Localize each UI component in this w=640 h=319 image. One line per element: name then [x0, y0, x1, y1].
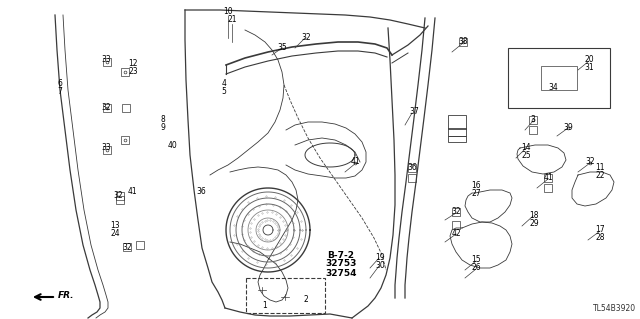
Text: 7: 7: [58, 86, 63, 95]
Text: 32: 32: [101, 102, 111, 112]
Bar: [123, 243, 131, 251]
Text: B-7-2: B-7-2: [328, 250, 355, 259]
Text: 35: 35: [277, 42, 287, 51]
Text: 31: 31: [584, 63, 594, 72]
Text: 34: 34: [548, 84, 558, 93]
Text: 26: 26: [471, 263, 481, 272]
Bar: [448, 128, 466, 136]
Bar: [103, 104, 111, 112]
Bar: [448, 115, 466, 129]
Text: 4: 4: [221, 78, 227, 87]
Text: 42: 42: [451, 228, 461, 238]
Text: 16: 16: [471, 181, 481, 189]
Text: 10: 10: [223, 8, 233, 17]
Text: 30: 30: [375, 262, 385, 271]
Bar: [408, 164, 416, 172]
Text: FR.: FR.: [58, 291, 74, 300]
Text: 41: 41: [543, 174, 553, 182]
Text: 32: 32: [113, 191, 123, 201]
Bar: [529, 116, 537, 124]
Bar: [121, 136, 129, 144]
Bar: [116, 196, 124, 204]
Bar: [246, 278, 325, 313]
Bar: [508, 48, 610, 108]
Text: 24: 24: [110, 228, 120, 238]
Text: 25: 25: [521, 151, 531, 160]
Text: 33: 33: [101, 56, 111, 64]
Bar: [529, 126, 537, 134]
Text: 38: 38: [458, 38, 468, 47]
Text: 28: 28: [595, 234, 605, 242]
Text: 36: 36: [196, 188, 206, 197]
Bar: [544, 174, 552, 182]
Text: 32: 32: [301, 33, 311, 41]
Text: 23: 23: [128, 66, 138, 76]
Text: 19: 19: [375, 254, 385, 263]
Bar: [408, 174, 416, 182]
Text: 6: 6: [58, 78, 63, 87]
Text: 11: 11: [595, 164, 605, 173]
Text: 20: 20: [584, 56, 594, 64]
Text: 37: 37: [409, 108, 419, 116]
Text: 12: 12: [128, 58, 138, 68]
Text: 27: 27: [471, 189, 481, 197]
Text: 17: 17: [595, 226, 605, 234]
Text: 21: 21: [227, 16, 237, 25]
Bar: [121, 68, 129, 76]
Text: 5: 5: [221, 86, 227, 95]
Bar: [541, 66, 577, 90]
Text: 32: 32: [122, 242, 132, 251]
Text: 33: 33: [101, 144, 111, 152]
Text: 39: 39: [563, 122, 573, 131]
Bar: [448, 136, 466, 142]
Text: 36: 36: [407, 164, 417, 173]
Text: 14: 14: [521, 143, 531, 152]
Text: 22: 22: [595, 172, 605, 181]
Text: 9: 9: [161, 123, 165, 132]
Text: 15: 15: [471, 256, 481, 264]
Text: 3: 3: [531, 115, 536, 124]
Text: 18: 18: [529, 211, 539, 219]
Text: 41: 41: [127, 188, 137, 197]
Text: 40: 40: [167, 142, 177, 151]
Text: 32754: 32754: [325, 269, 356, 278]
Text: 13: 13: [110, 220, 120, 229]
Text: 29: 29: [529, 219, 539, 227]
Bar: [452, 221, 460, 229]
Text: TL54B3920: TL54B3920: [593, 304, 636, 313]
Text: 32753: 32753: [325, 259, 356, 269]
Bar: [544, 184, 552, 192]
Text: 41: 41: [350, 158, 360, 167]
Bar: [136, 241, 144, 249]
Text: 8: 8: [161, 115, 165, 124]
Bar: [452, 208, 460, 216]
Text: 2: 2: [303, 294, 308, 303]
Text: 32: 32: [585, 158, 595, 167]
Bar: [103, 58, 111, 66]
Bar: [116, 192, 124, 200]
Text: 1: 1: [262, 301, 268, 310]
Bar: [122, 104, 130, 112]
Text: 32: 32: [451, 207, 461, 217]
Bar: [459, 38, 467, 46]
Bar: [103, 146, 111, 154]
